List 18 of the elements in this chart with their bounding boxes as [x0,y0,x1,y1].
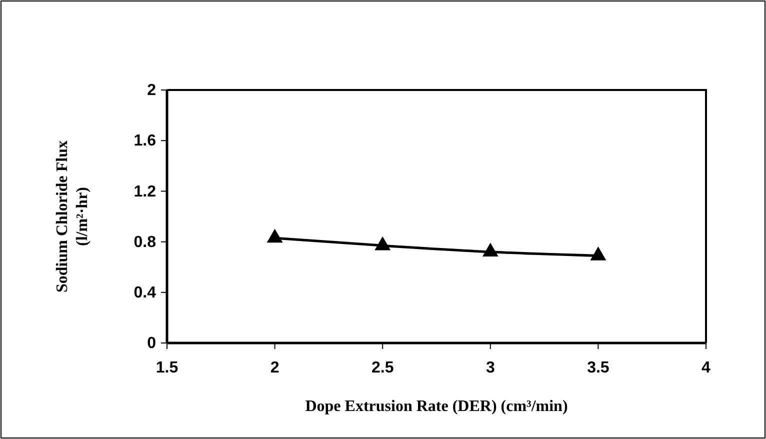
point [590,246,606,260]
y-tick-label: 1.6 [134,132,156,150]
point [374,236,391,250]
y-tick-label: 2 [147,82,156,100]
x-tick-label: 4 [702,359,711,376]
x-tick-label: 2 [270,359,280,376]
y-axis-title: Sodium Chloride Flux (l/m²·hr) [54,140,91,293]
x-tick-label: 3 [486,359,495,376]
x-tick-label: 1.5 [156,359,178,376]
x-axis-title: Dope Extrusion Rate (DER) (cm³/min) [305,398,568,415]
x-tick-label: 3.5 [587,359,610,376]
y-tick-label: 0.8 [134,234,156,251]
y-tick-label: 1.2 [134,183,156,200]
x-tick-label: 2.5 [371,359,394,376]
point [266,228,283,243]
point [482,242,498,257]
y-tick-label: 0.4 [134,284,156,302]
y-tick-label: 0 [147,335,156,352]
